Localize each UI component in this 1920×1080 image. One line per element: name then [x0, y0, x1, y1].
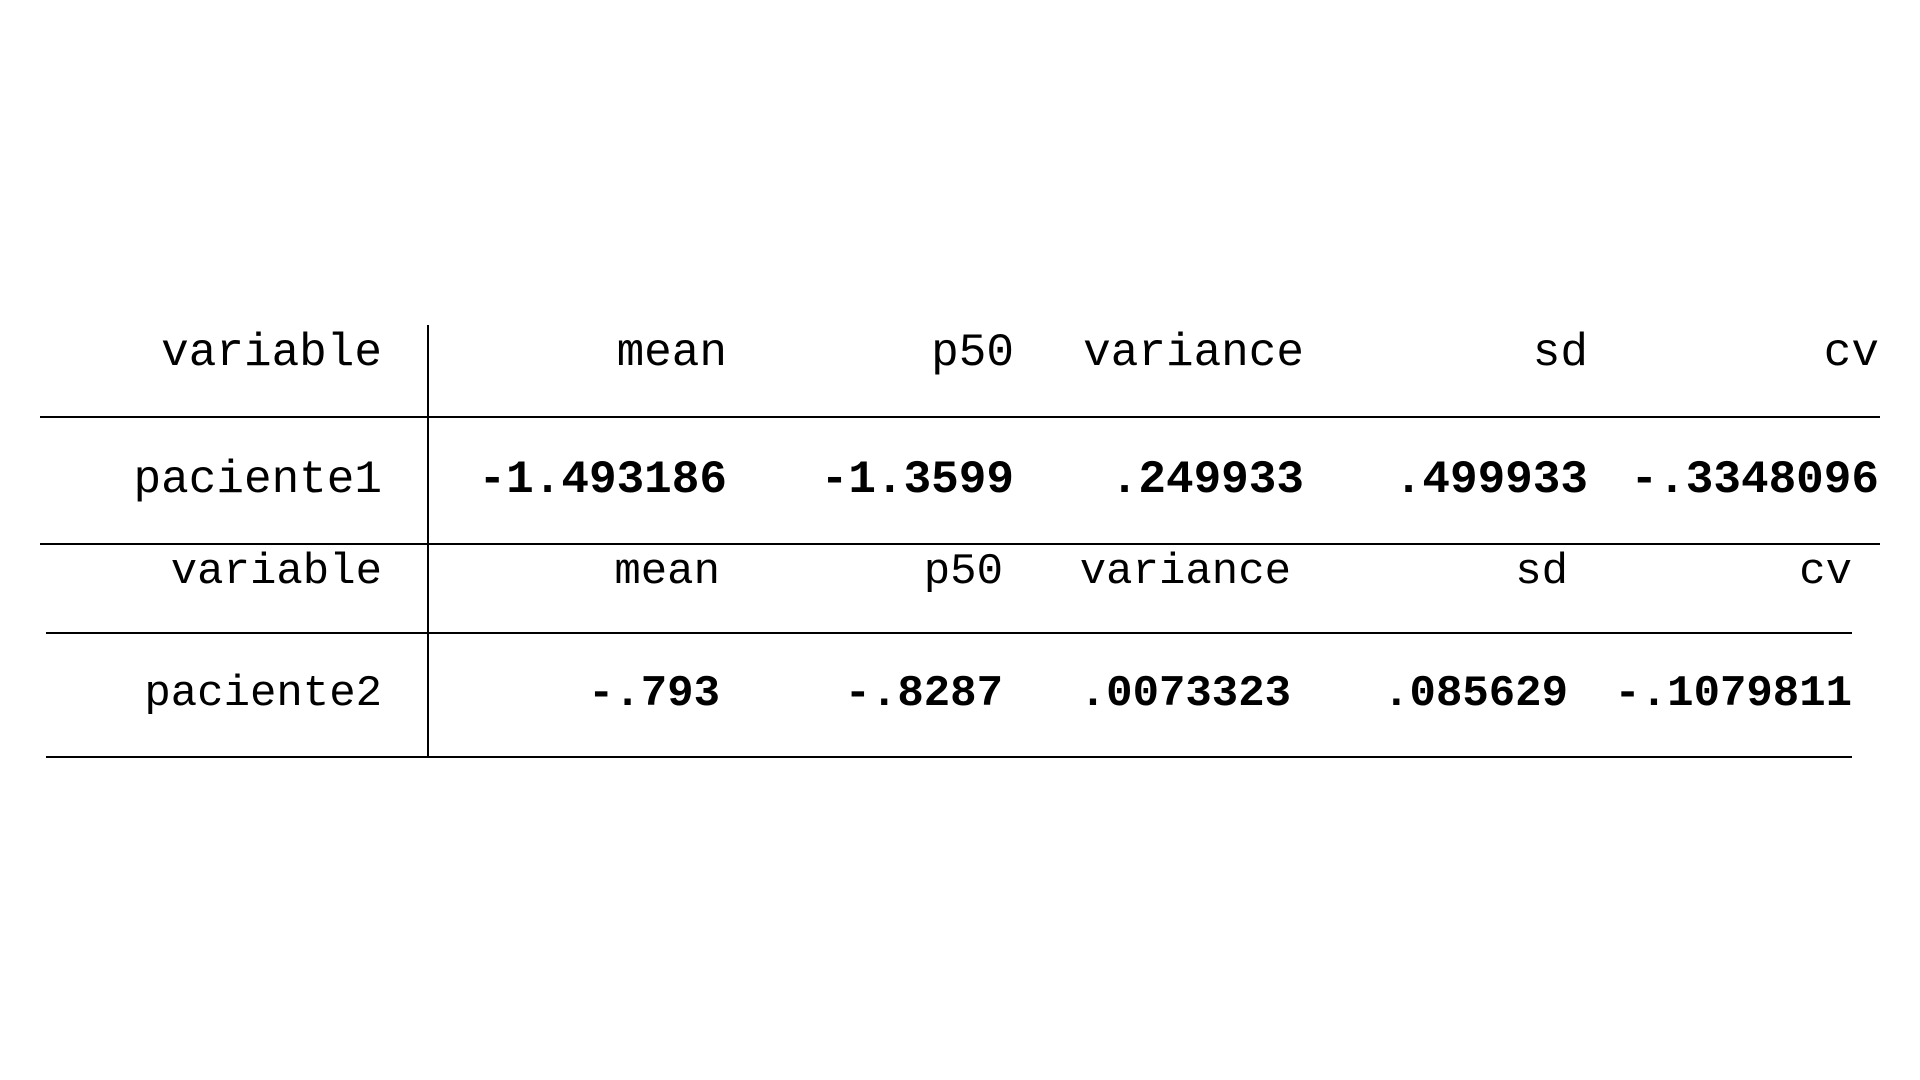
column-separator — [427, 325, 429, 543]
value-variance: .249933 — [1110, 454, 1304, 506]
column-separator — [427, 545, 429, 756]
row-label-paciente2: paciente2 — [144, 669, 382, 719]
bottom-rule — [46, 756, 1852, 758]
header-variance: variance — [1083, 327, 1304, 379]
header-rule — [46, 632, 1852, 634]
header-mean: mean — [616, 327, 727, 379]
header-p50: p50 — [923, 547, 1003, 597]
header-sd: sd — [1532, 327, 1588, 379]
header-p50: p50 — [931, 327, 1014, 379]
value-sd: .499933 — [1394, 454, 1588, 506]
header-variance: variance — [1079, 547, 1291, 597]
bottom-rule — [40, 543, 1880, 545]
header-cv: cv — [1799, 547, 1852, 597]
header-variable: variable — [170, 547, 382, 597]
header-rule — [40, 416, 1880, 418]
row-label-paciente1: paciente1 — [133, 454, 382, 506]
value-cv: -.1079811 — [1614, 669, 1852, 719]
value-p50: -.8287 — [844, 669, 1003, 719]
value-p50: -1.3599 — [820, 454, 1014, 506]
value-mean: -1.493186 — [478, 454, 727, 506]
header-mean: mean — [614, 547, 720, 597]
value-cv: -.3348096 — [1630, 454, 1879, 506]
header-cv: cv — [1823, 327, 1879, 379]
value-mean: -.793 — [587, 669, 720, 719]
header-variable: variable — [161, 327, 382, 379]
header-sd: sd — [1515, 547, 1568, 597]
value-sd: .085629 — [1383, 669, 1568, 719]
value-variance: .0073323 — [1079, 669, 1291, 719]
